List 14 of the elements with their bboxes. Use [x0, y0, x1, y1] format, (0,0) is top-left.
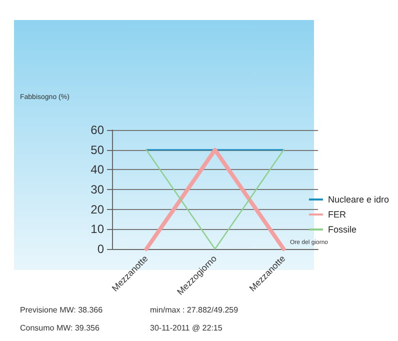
y-tick-label: 0: [97, 242, 104, 256]
y-tick-label: 30: [90, 182, 104, 196]
legend-label: Nucleare e idro: [328, 194, 389, 204]
y-tick-label: 20: [90, 202, 104, 216]
text: Consumo MW: 39.356: [20, 324, 100, 332]
y-tick-label: 40: [90, 162, 104, 177]
legend-label: Fossile: [328, 224, 356, 234]
y-tick-label: 10: [90, 222, 104, 236]
text: Previsione MW: 38.366: [20, 306, 104, 314]
text: 30-11-2011 @ 22:15: [150, 324, 223, 332]
legend-label: FER: [328, 210, 346, 220]
y-tick-label: 60: [90, 123, 104, 137]
y-tick-label: 50: [90, 142, 104, 157]
text: min/max : 27.882/49.259: [150, 306, 239, 314]
